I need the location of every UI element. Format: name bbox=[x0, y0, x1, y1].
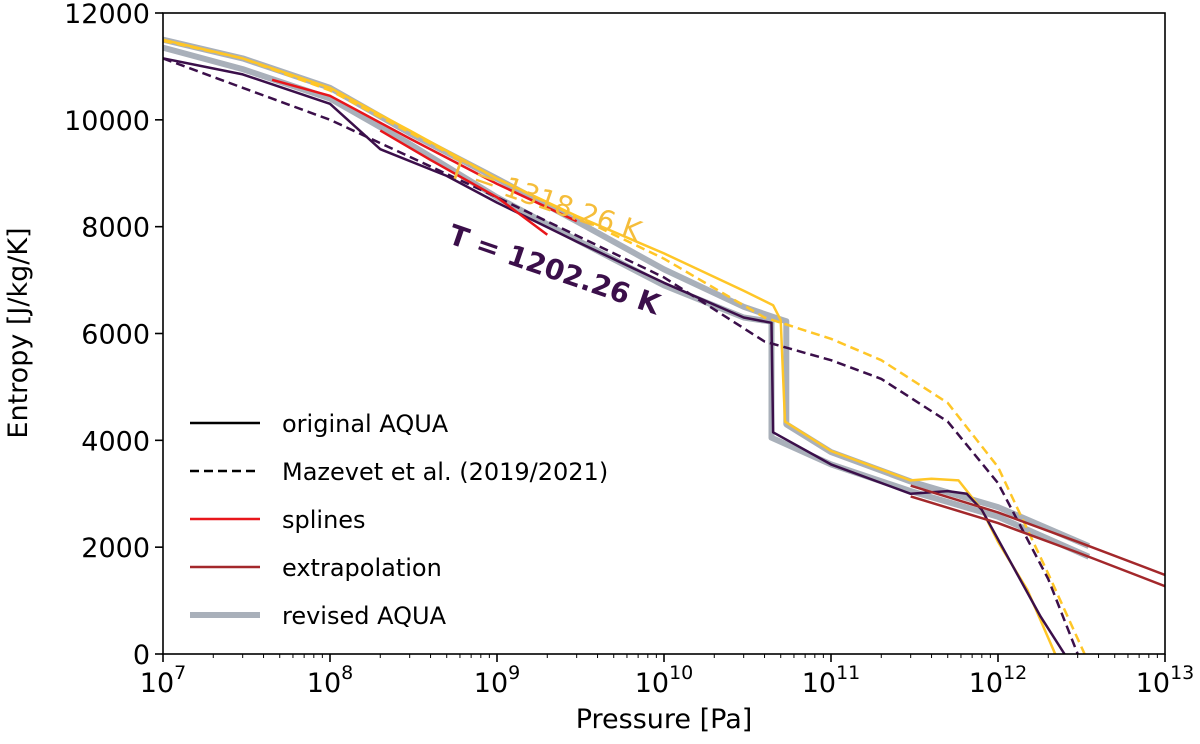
legend-label: revised AQUA bbox=[282, 602, 447, 630]
y-tick-label: 8000 bbox=[81, 213, 150, 244]
series-splines-6 bbox=[271, 78, 578, 223]
x-tick-label: 1012 bbox=[969, 662, 1028, 699]
series-extrapolation-9 bbox=[910, 495, 1165, 588]
series-mazevet-4 bbox=[163, 39, 1086, 654]
legend-label: splines bbox=[282, 506, 366, 534]
x-tick-label: 1013 bbox=[1136, 662, 1195, 699]
series-mazevet-5 bbox=[163, 57, 1079, 654]
y-axis-title: Entropy [J/kg/K] bbox=[3, 227, 34, 438]
x-tick-label: 1010 bbox=[635, 662, 694, 699]
y-tick-label: 10000 bbox=[64, 106, 150, 137]
x-axis-ticks: 107 108 109 1010 1011 1012 1013 bbox=[140, 654, 1195, 699]
legend-label: Mazevet et al. (2019/2021) bbox=[282, 458, 608, 486]
x-tick-label: 109 bbox=[474, 662, 520, 699]
x-tick-label: 107 bbox=[140, 662, 186, 699]
y-tick-label: 0 bbox=[133, 640, 150, 671]
x-axis-title: Pressure [Pa] bbox=[576, 704, 753, 735]
y-tick-label: 4000 bbox=[81, 426, 150, 457]
x-tick-label: 108 bbox=[307, 662, 353, 699]
y-tick-label: 6000 bbox=[81, 320, 150, 351]
y-tick-label: 12000 bbox=[64, 0, 150, 30]
series-original-3 bbox=[163, 57, 1066, 654]
y-axis-ticks: 0 2000 4000 6000 8000 10000 12000 bbox=[64, 0, 163, 671]
legend: original AQUA Mazevet et al. (2019/2021) s… bbox=[190, 410, 608, 630]
series-splines-7 bbox=[379, 129, 549, 236]
legend-label: original AQUA bbox=[282, 410, 449, 438]
x-tick-label: 1011 bbox=[802, 662, 861, 699]
y-tick-label: 2000 bbox=[81, 533, 150, 564]
temperature-annotations: T = 1318.26 KT = 1202.26 K bbox=[444, 151, 666, 322]
plot-curves bbox=[163, 36, 1165, 654]
legend-label: extrapolation bbox=[282, 554, 442, 582]
series-extrapolation-8 bbox=[910, 484, 1165, 577]
